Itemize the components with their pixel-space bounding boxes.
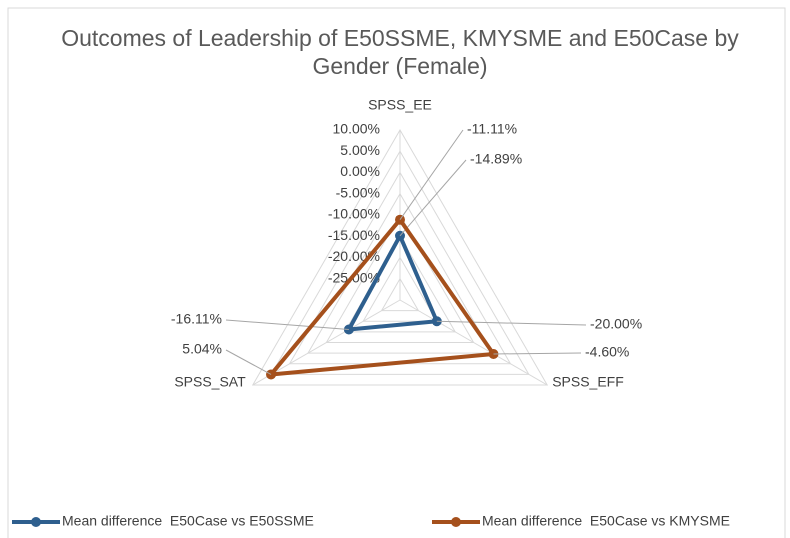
r-tick-label: -10.00% <box>328 206 380 222</box>
data-label: -4.60% <box>585 344 629 360</box>
leader-line <box>493 352 582 355</box>
data-label: -20.00% <box>590 316 642 332</box>
r-tick-label: -15.00% <box>328 227 380 243</box>
legend-marker <box>31 517 41 527</box>
leader-line <box>399 129 464 221</box>
spoke <box>252 299 401 386</box>
leader-line <box>399 159 467 237</box>
leader-line <box>436 320 587 326</box>
leader-line <box>225 319 349 331</box>
grid-ring <box>251 128 549 386</box>
series-line <box>346 233 439 332</box>
r-tick-label: 5.00% <box>340 142 380 158</box>
spoke <box>399 299 548 386</box>
legend-label: Mean difference E50Case vs KMYSME <box>482 513 730 529</box>
grid-ring <box>270 150 530 375</box>
axis-label: SPSS_SAT <box>174 374 246 390</box>
r-tick-label: -5.00% <box>336 184 380 200</box>
chart-title: Outcomes of Leadership of E50SSME, KMYSM… <box>61 25 739 79</box>
r-tick-label: 10.00% <box>333 121 380 137</box>
frame <box>7 7 786 538</box>
series-line <box>269 217 496 377</box>
grid-ring <box>325 213 475 343</box>
data-label: 5.04% <box>182 341 222 357</box>
axis-label: SPSS_EE <box>368 97 432 113</box>
grid-ring <box>380 277 420 312</box>
leader-line <box>225 349 272 375</box>
data-label: -14.89% <box>470 151 522 167</box>
axis-label: SPSS_EFF <box>552 374 624 390</box>
legend-marker <box>451 517 461 527</box>
grid-ring <box>362 256 438 322</box>
r-tick-label: 0.00% <box>340 163 380 179</box>
legend-label: Mean difference E50Case vs E50SSME <box>62 513 314 529</box>
data-label: -11.11% <box>467 121 517 137</box>
data-label: -16.11% <box>171 311 222 327</box>
